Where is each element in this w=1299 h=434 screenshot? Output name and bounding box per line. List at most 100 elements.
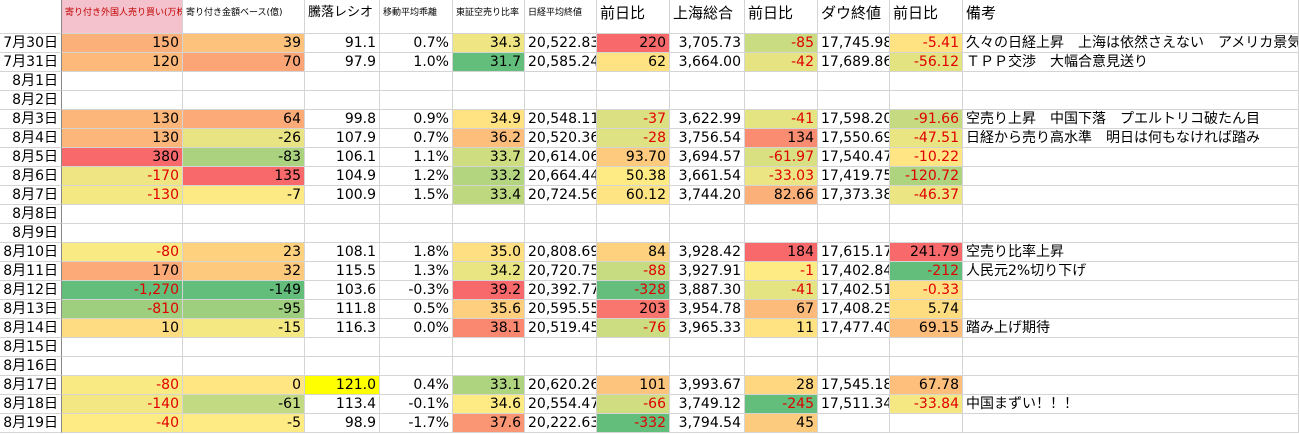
value-cell: 0	[183, 376, 305, 395]
value-cell	[525, 205, 597, 224]
value-cell	[670, 338, 745, 357]
value-cell: 39.2	[453, 281, 525, 300]
value-cell	[597, 357, 670, 376]
value-cell: 1.8%	[380, 243, 453, 262]
value-cell	[380, 224, 453, 243]
value-cell: 20,724.56	[525, 186, 597, 205]
value-cell: 34.6	[453, 395, 525, 414]
value-cell	[62, 357, 183, 376]
value-cell	[525, 224, 597, 243]
value-cell: -1.7%	[380, 414, 453, 433]
value-cell: 3,661.54	[670, 167, 745, 186]
value-cell: 17,419.75	[818, 167, 890, 186]
value-cell: -332	[597, 414, 670, 433]
value-cell: 3,664.00	[670, 53, 745, 72]
date-cell: 8月3日	[0, 110, 62, 129]
value-cell: 10	[62, 319, 183, 338]
value-cell	[380, 357, 453, 376]
value-cell: 1.2%	[380, 167, 453, 186]
value-cell	[380, 205, 453, 224]
column-header: 東証空売り比率	[453, 0, 525, 34]
date-cell: 8月18日	[0, 395, 62, 414]
value-cell	[305, 357, 380, 376]
value-cell: 98.9	[305, 414, 380, 433]
value-cell: 28	[745, 376, 818, 395]
value-cell: -0.1%	[380, 395, 453, 414]
value-cell: 241.79	[890, 243, 963, 262]
column-header: 日経平均終値	[525, 0, 597, 34]
value-cell: 3,954.78	[670, 300, 745, 319]
value-cell: 50.38	[597, 167, 670, 186]
value-cell: 130	[62, 129, 183, 148]
value-cell: 33.2	[453, 167, 525, 186]
value-cell	[597, 224, 670, 243]
value-cell	[62, 205, 183, 224]
value-cell: 3,794.54	[670, 414, 745, 433]
value-cell	[890, 338, 963, 357]
value-cell: 38.1	[453, 319, 525, 338]
value-cell	[380, 338, 453, 357]
value-cell	[818, 91, 890, 110]
column-header: 前日比	[745, 0, 818, 34]
date-cell: 8月5日	[0, 148, 62, 167]
value-cell: -47.51	[890, 129, 963, 148]
value-cell: -140	[62, 395, 183, 414]
value-cell: 64	[183, 110, 305, 129]
value-cell	[305, 91, 380, 110]
note-cell	[963, 376, 1299, 395]
value-cell: 37.6	[453, 414, 525, 433]
value-cell: 17,373.38	[818, 186, 890, 205]
date-cell: 8月15日	[0, 338, 62, 357]
value-cell	[597, 338, 670, 357]
value-cell: -7	[183, 186, 305, 205]
value-cell: -91.66	[890, 110, 963, 129]
value-cell	[62, 224, 183, 243]
value-cell	[818, 357, 890, 376]
value-cell: -61	[183, 395, 305, 414]
value-cell	[62, 91, 183, 110]
value-cell: -149	[183, 281, 305, 300]
value-cell: -33.84	[890, 395, 963, 414]
value-cell	[670, 91, 745, 110]
value-cell	[670, 72, 745, 91]
note-cell: ＴＰＰ交渉 大幅合意見送り	[963, 53, 1299, 72]
value-cell: 3,694.57	[670, 148, 745, 167]
date-cell: 8月4日	[0, 129, 62, 148]
column-header: ダウ終値	[818, 0, 890, 34]
value-cell: -0.33	[890, 281, 963, 300]
note-cell: 空売り上昇 中国下落 プエルトリコ破たん目	[963, 110, 1299, 129]
value-cell	[745, 357, 818, 376]
value-cell: -66	[597, 395, 670, 414]
note-cell	[963, 167, 1299, 186]
value-cell: -76	[597, 319, 670, 338]
value-cell: 1.0%	[380, 53, 453, 72]
value-cell: 93.70	[597, 148, 670, 167]
value-cell: 20,520.36	[525, 129, 597, 148]
note-cell	[963, 148, 1299, 167]
value-cell	[183, 91, 305, 110]
note-cell: 中国まずい！！！	[963, 395, 1299, 414]
value-cell	[183, 357, 305, 376]
value-cell	[890, 205, 963, 224]
value-cell: -41	[745, 110, 818, 129]
value-cell	[818, 72, 890, 91]
value-cell: 20,222.63	[525, 414, 597, 433]
value-cell: 5.74	[890, 300, 963, 319]
value-cell: 120	[62, 53, 183, 72]
value-cell: 1.1%	[380, 148, 453, 167]
value-cell: -1,270	[62, 281, 183, 300]
date-cell: 8月7日	[0, 186, 62, 205]
column-header: 前日比	[597, 0, 670, 34]
column-header: 移動平均乖離	[380, 0, 453, 34]
date-cell: 8月6日	[0, 167, 62, 186]
value-cell: 1.5%	[380, 186, 453, 205]
value-cell	[183, 224, 305, 243]
value-cell: 3,744.20	[670, 186, 745, 205]
value-cell: 107.9	[305, 129, 380, 148]
note-cell	[963, 338, 1299, 357]
value-cell: -5	[183, 414, 305, 433]
note-cell: 人民元2%切り下げ	[963, 262, 1299, 281]
value-cell: 20,585.24	[525, 53, 597, 72]
value-cell: 20,720.75	[525, 262, 597, 281]
value-cell	[890, 91, 963, 110]
